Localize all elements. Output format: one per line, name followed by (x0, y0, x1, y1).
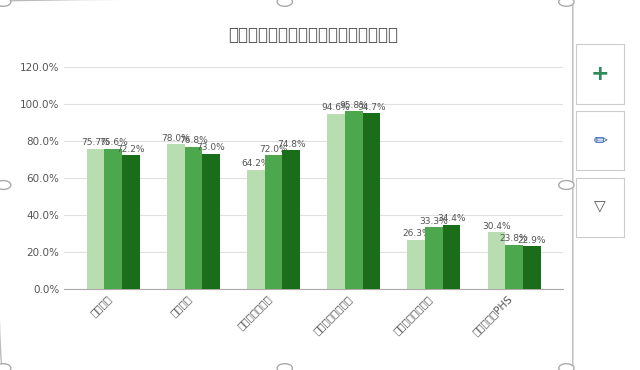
Text: 26.3%: 26.3% (402, 229, 431, 238)
Text: 72.2%: 72.2% (116, 145, 145, 154)
Text: 34.4%: 34.4% (437, 215, 466, 223)
Text: 95.8%: 95.8% (339, 101, 368, 110)
Bar (167, 144, 184, 289)
Title: 主な情報通信機器の保有状況（世帯）: 主な情報通信機器の保有状況（世帯） (228, 26, 399, 44)
Text: ✏: ✏ (593, 132, 607, 149)
Bar (488, 232, 505, 289)
Bar (122, 155, 140, 289)
Bar (327, 114, 345, 289)
Text: 74.8%: 74.8% (277, 140, 305, 149)
Bar (265, 155, 282, 289)
Text: 78.0%: 78.0% (161, 134, 190, 143)
Text: 94.7%: 94.7% (357, 103, 386, 112)
Text: 76.8%: 76.8% (179, 136, 208, 145)
Bar (184, 147, 202, 289)
Bar (282, 150, 300, 289)
Text: 75.6%: 75.6% (99, 138, 127, 147)
Bar (202, 154, 220, 289)
Text: 22.9%: 22.9% (517, 236, 546, 245)
Bar (104, 149, 122, 289)
Bar (86, 148, 104, 289)
Bar (345, 111, 362, 289)
Text: 33.3%: 33.3% (419, 216, 448, 226)
Text: 72.0%: 72.0% (259, 145, 288, 154)
Text: 73.0%: 73.0% (196, 143, 225, 152)
Text: 64.2%: 64.2% (242, 159, 270, 168)
Bar (425, 227, 443, 289)
Bar (362, 113, 380, 289)
Text: 94.6%: 94.6% (322, 103, 350, 112)
Bar (443, 225, 460, 289)
Bar (505, 245, 523, 289)
Bar (523, 246, 541, 289)
Text: ▽: ▽ (594, 200, 606, 215)
Bar (247, 170, 265, 289)
Text: +: + (591, 64, 609, 84)
Text: 30.4%: 30.4% (482, 222, 511, 231)
Text: 23.8%: 23.8% (500, 234, 529, 243)
Bar (408, 240, 425, 289)
Text: 75.7%: 75.7% (81, 138, 110, 147)
